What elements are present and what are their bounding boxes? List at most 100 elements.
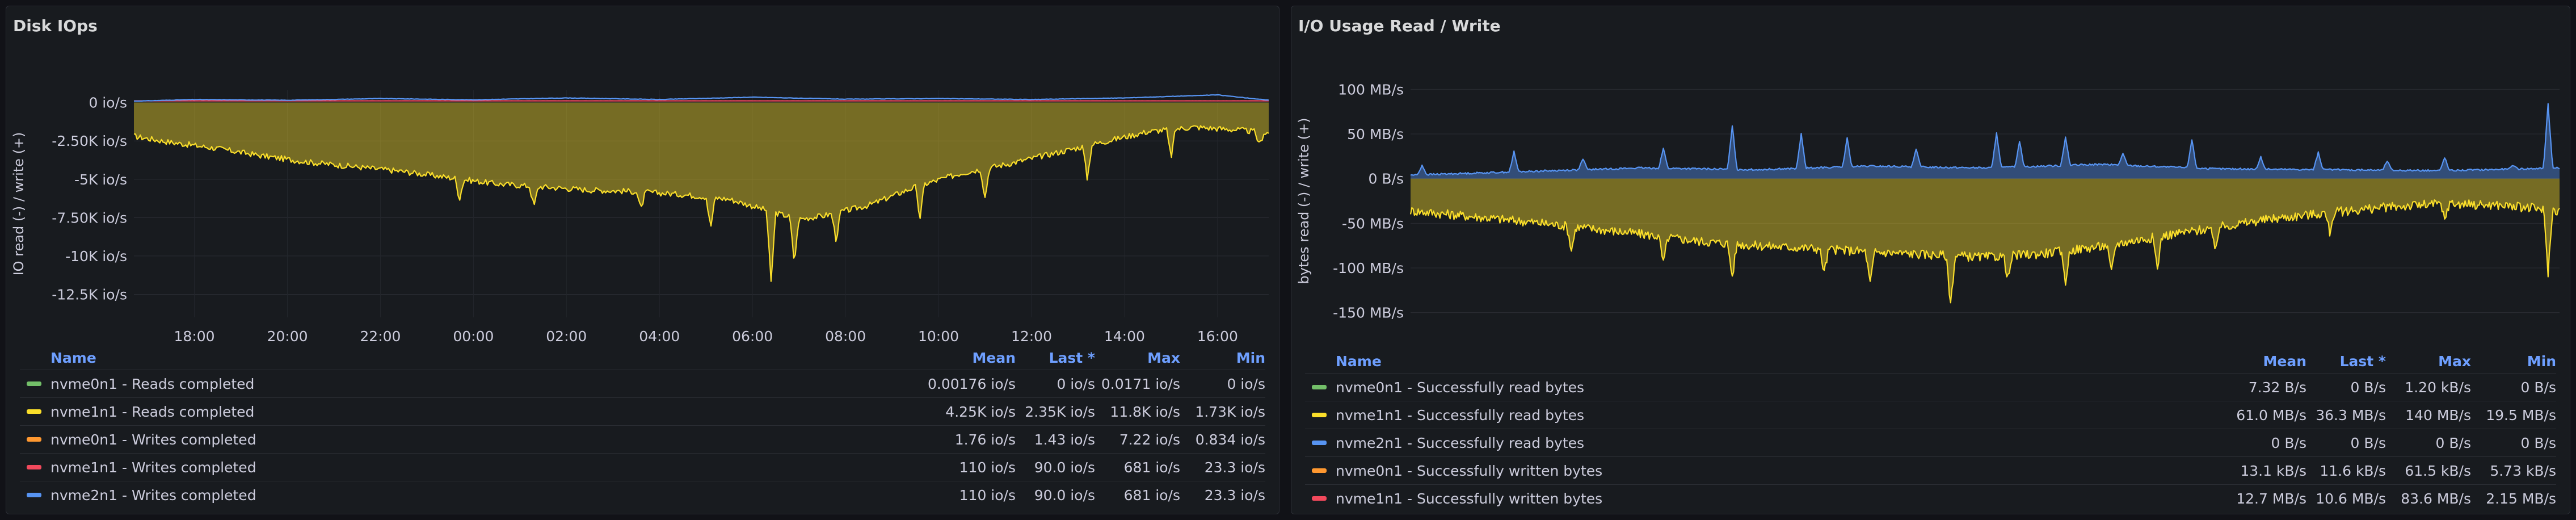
x-tick-label: 14:00 <box>1104 328 1145 345</box>
y-tick-label: -12.5K io/s <box>52 286 127 303</box>
legend-mean: 0.00176 io/s <box>927 375 1016 392</box>
io-usage-panel: I/O Usage Read / Write 100 MB/s 50 MB/s 0 … <box>1291 6 2570 514</box>
io-usage-chart: 100 MB/s 50 MB/s 0 B/s -50 MB/s -100 MB/s -15… <box>1296 81 2560 321</box>
legend-series-name[interactable]: nvme2n1 - Successfully read bytes <box>1336 434 1584 451</box>
legend-max: 0 B/s <box>2435 434 2471 451</box>
legend-row[interactable]: nvme0n1 - Successfully written bytes 13.1… <box>1305 456 2556 484</box>
legend-row[interactable]: nvme0n1 - Writes completed 1.76 io/s 1.43 … <box>20 425 1265 453</box>
disk-iops-legend: Name Mean Last * Max Min nvme0n1 - Reads… <box>20 346 1265 509</box>
x-tick-label: 02:00 <box>546 328 587 345</box>
legend-min: 23.3 io/s <box>1204 487 1265 504</box>
legend-min: 0.834 io/s <box>1195 431 1265 448</box>
legend-series-name[interactable]: nvme1n1 - Successfully written bytes <box>1336 490 1603 507</box>
legend-header: Name Mean Last * Max Min <box>1305 349 2556 373</box>
series-area <box>134 102 1269 282</box>
legend-series-name[interactable]: nvme0n1 - Writes completed <box>50 431 256 448</box>
legend-last: 2.35K io/s <box>1025 403 1095 420</box>
panel-title: I/O Usage Read / Write <box>1298 16 1501 35</box>
legend-last: 90.0 io/s <box>1034 459 1095 476</box>
legend-series-name[interactable]: nvme0n1 - Reads completed <box>50 375 255 392</box>
legend-header-last[interactable]: Last * <box>1049 349 1095 366</box>
series-color-swatch <box>27 465 41 469</box>
legend-last: 0 B/s <box>2350 434 2386 451</box>
legend-last: 0 B/s <box>2350 379 2386 396</box>
series-line[interactable] <box>1410 103 2560 176</box>
y-axis-label: bytes read (-) / write (+) <box>1296 118 1312 284</box>
legend-header-name[interactable]: Name <box>50 349 96 366</box>
legend-last: 90.0 io/s <box>1034 487 1095 504</box>
y-tick-label: 0 io/s <box>89 95 127 111</box>
y-tick-label: -50 MB/s <box>1342 215 1404 232</box>
series-area <box>1411 103 2560 179</box>
series-area <box>1411 178 2560 303</box>
legend-max: 681 io/s <box>1123 459 1180 476</box>
legend-row[interactable]: nvme1n1 - Writes completed 110 io/s 90.0 i… <box>20 453 1265 481</box>
y-tick-label: -2.50K io/s <box>52 133 127 149</box>
series-color-swatch <box>27 437 41 442</box>
series-color-swatch <box>1312 385 1327 389</box>
y-axis-label: IO read (-) / write (+) <box>11 132 27 276</box>
legend-min: 1.73K io/s <box>1195 403 1265 420</box>
legend-header-last[interactable]: Last * <box>2339 353 2386 370</box>
legend-row[interactable]: nvme1n1 - Successfully written bytes 12.7… <box>1305 484 2556 512</box>
legend-last: 11.6 kB/s <box>2320 462 2386 479</box>
legend-max: 140 MB/s <box>2405 406 2471 423</box>
legend-min: 0 B/s <box>2520 379 2556 396</box>
disk-iops-panel: Disk IOps 0 io/s -2.50K io/s -5K io/s -7.50… <box>6 6 1279 514</box>
legend-row[interactable]: nvme1n1 - Successfully read bytes 61.0 MB… <box>1305 401 2556 429</box>
legend-row[interactable]: nvme2n1 - Writes completed 110 io/s 90.0 i… <box>20 481 1265 509</box>
legend-min: 19.5 MB/s <box>2486 406 2556 423</box>
y-tick-label: -5K io/s <box>74 171 127 188</box>
legend-mean: 110 io/s <box>959 487 1016 504</box>
series-line[interactable] <box>133 125 1269 282</box>
legend-mean: 0 B/s <box>2271 434 2306 451</box>
legend-header-max[interactable]: Max <box>2438 353 2471 370</box>
legend-min: 23.3 io/s <box>1204 459 1265 476</box>
legend-max: 61.5 kB/s <box>2405 462 2471 479</box>
legend-header-min[interactable]: Min <box>2527 353 2556 370</box>
legend-series-name[interactable]: nvme1n1 - Reads completed <box>50 403 255 420</box>
legend-max: 1.20 kB/s <box>2405 379 2471 396</box>
x-tick-label: 00:00 <box>453 328 494 345</box>
legend-header-max[interactable]: Max <box>1147 349 1180 366</box>
legend-header-mean[interactable]: Mean <box>2263 353 2306 370</box>
legend-header-mean[interactable]: Mean <box>972 349 1016 366</box>
y-tick-label: -150 MB/s <box>1333 305 1404 321</box>
legend-row[interactable]: nvme2n1 - Successfully read bytes 0 B/s 0 … <box>1305 429 2556 456</box>
y-tick-label: -10K io/s <box>65 248 127 265</box>
y-tick-label: -7.50K io/s <box>52 209 127 226</box>
x-tick-label: 08:00 <box>825 328 866 345</box>
legend-header-name[interactable]: Name <box>1336 353 1382 370</box>
legend-series-name[interactable]: nvme1n1 - Writes completed <box>50 459 256 476</box>
series-color-swatch <box>1312 413 1327 417</box>
legend-series-name[interactable]: nvme2n1 - Writes completed <box>50 487 256 504</box>
legend-mean: 13.1 kB/s <box>2240 462 2306 479</box>
legend-series-name[interactable]: nvme1n1 - Successfully read bytes <box>1336 406 1584 423</box>
x-tick-label: 22:00 <box>360 328 401 345</box>
legend-mean: 61.0 MB/s <box>2236 406 2306 423</box>
legend-row[interactable]: nvme0n1 - Reads completed 0.00176 io/s 0 i… <box>20 370 1265 397</box>
y-tick-label: -100 MB/s <box>1333 260 1404 276</box>
legend-last: 0 io/s <box>1057 375 1095 392</box>
series-line[interactable] <box>133 94 1269 102</box>
legend-mean: 4.25K io/s <box>945 403 1016 420</box>
series-line[interactable] <box>1409 199 2560 304</box>
x-tick-label: 04:00 <box>639 328 680 345</box>
legend-mean: 12.7 MB/s <box>2236 490 2306 507</box>
legend-mean: 7.32 B/s <box>2248 379 2306 396</box>
series-color-swatch <box>1312 468 1327 473</box>
panel-title: Disk IOps <box>13 16 98 35</box>
legend-series-name[interactable]: nvme0n1 - Successfully written bytes <box>1336 462 1603 479</box>
series-color-swatch <box>1312 496 1327 501</box>
legend-header-min[interactable]: Min <box>1236 349 1265 366</box>
legend-row[interactable]: nvme1n1 - Reads completed 4.25K io/s 2.35K… <box>20 397 1265 425</box>
x-tick-label: 10:00 <box>918 328 959 345</box>
x-tick-label: 06:00 <box>732 328 773 345</box>
legend-row[interactable]: nvme0n1 - Successfully read bytes 7.32 B/… <box>1305 373 2556 401</box>
legend-mean: 1.76 io/s <box>954 431 1016 448</box>
legend-max: 0.0171 io/s <box>1101 375 1180 392</box>
y-tick-label: 0 B/s <box>1369 171 1404 187</box>
legend-series-name[interactable]: nvme0n1 - Successfully read bytes <box>1336 379 1584 396</box>
legend-max: 7.22 io/s <box>1119 431 1180 448</box>
y-tick-label: 50 MB/s <box>1347 126 1404 142</box>
